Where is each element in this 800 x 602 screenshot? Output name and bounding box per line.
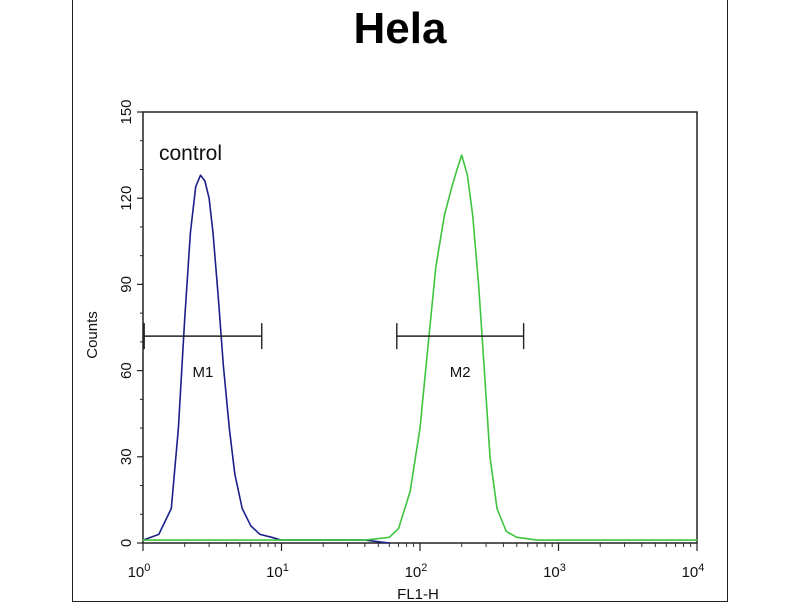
series-point — [456, 168, 458, 171]
series-point — [419, 427, 421, 429]
y-tick-label-0: 0 — [118, 539, 135, 547]
y-tick-label-150: 150 — [118, 99, 135, 124]
series-point — [158, 533, 160, 536]
series-point — [451, 186, 453, 188]
series-point — [435, 266, 437, 268]
x-tick-label-0: 100 — [128, 562, 151, 581]
series-point — [280, 539, 283, 541]
series-point — [489, 456, 491, 458]
series-point — [241, 507, 243, 510]
x-tick-label-1: 101 — [266, 562, 289, 581]
x-tick-label-3: 103 — [543, 562, 566, 581]
x-tick-label-2: 102 — [405, 562, 428, 581]
series-line-sample — [143, 154, 697, 541]
series-point — [199, 174, 202, 176]
series-point — [204, 180, 206, 182]
control-label: control — [159, 142, 222, 165]
series-point — [250, 525, 252, 527]
y-axis-label: Counts — [84, 311, 101, 359]
series-point — [505, 530, 507, 533]
series-point — [696, 539, 698, 541]
series-point — [472, 214, 474, 216]
series-point — [208, 197, 210, 199]
series-point — [483, 364, 485, 366]
series-point — [228, 427, 230, 429]
series-point — [388, 536, 390, 538]
series-point — [516, 536, 518, 538]
y-tick-label-90: 90 — [118, 276, 135, 293]
series-point — [461, 154, 463, 156]
x-tick-label-4: 104 — [682, 562, 705, 581]
y-tick-label-120: 120 — [118, 186, 135, 211]
marker-M2-label: M2 — [450, 364, 471, 381]
series-point — [557, 539, 560, 541]
series-line-control — [142, 174, 390, 544]
series-point — [271, 536, 273, 538]
series-point — [142, 539, 144, 541]
series-point — [217, 298, 219, 300]
series-point — [184, 318, 186, 320]
series-point — [536, 539, 538, 541]
plot-area: 0 30 60 90 120 150 100 101 102 103 104 control M1 M2 — [118, 99, 704, 581]
series-point — [466, 174, 468, 176]
plot-border — [142, 111, 698, 544]
series-point — [388, 542, 390, 544]
x-axis-label: FL1-H — [397, 586, 439, 600]
series-point — [195, 186, 197, 188]
marker-M1-label: M1 — [193, 364, 214, 381]
series-point — [234, 473, 236, 475]
series-point — [364, 539, 366, 541]
series-point — [496, 507, 498, 510]
series-point — [212, 232, 214, 234]
y-tick-label-30: 30 — [118, 448, 135, 465]
series-point — [222, 364, 224, 366]
series-point — [259, 533, 261, 536]
series-point — [409, 490, 411, 492]
series-point — [189, 232, 191, 234]
y-tick-label-60: 60 — [118, 362, 135, 379]
chart-title: Hela — [353, 4, 447, 53]
series-point — [177, 427, 179, 429]
series-point — [478, 283, 480, 285]
series-point — [443, 214, 445, 216]
series-point — [397, 528, 400, 530]
chart-frame — [72, 0, 728, 602]
series-point — [427, 341, 429, 343]
series-point — [170, 507, 172, 510]
